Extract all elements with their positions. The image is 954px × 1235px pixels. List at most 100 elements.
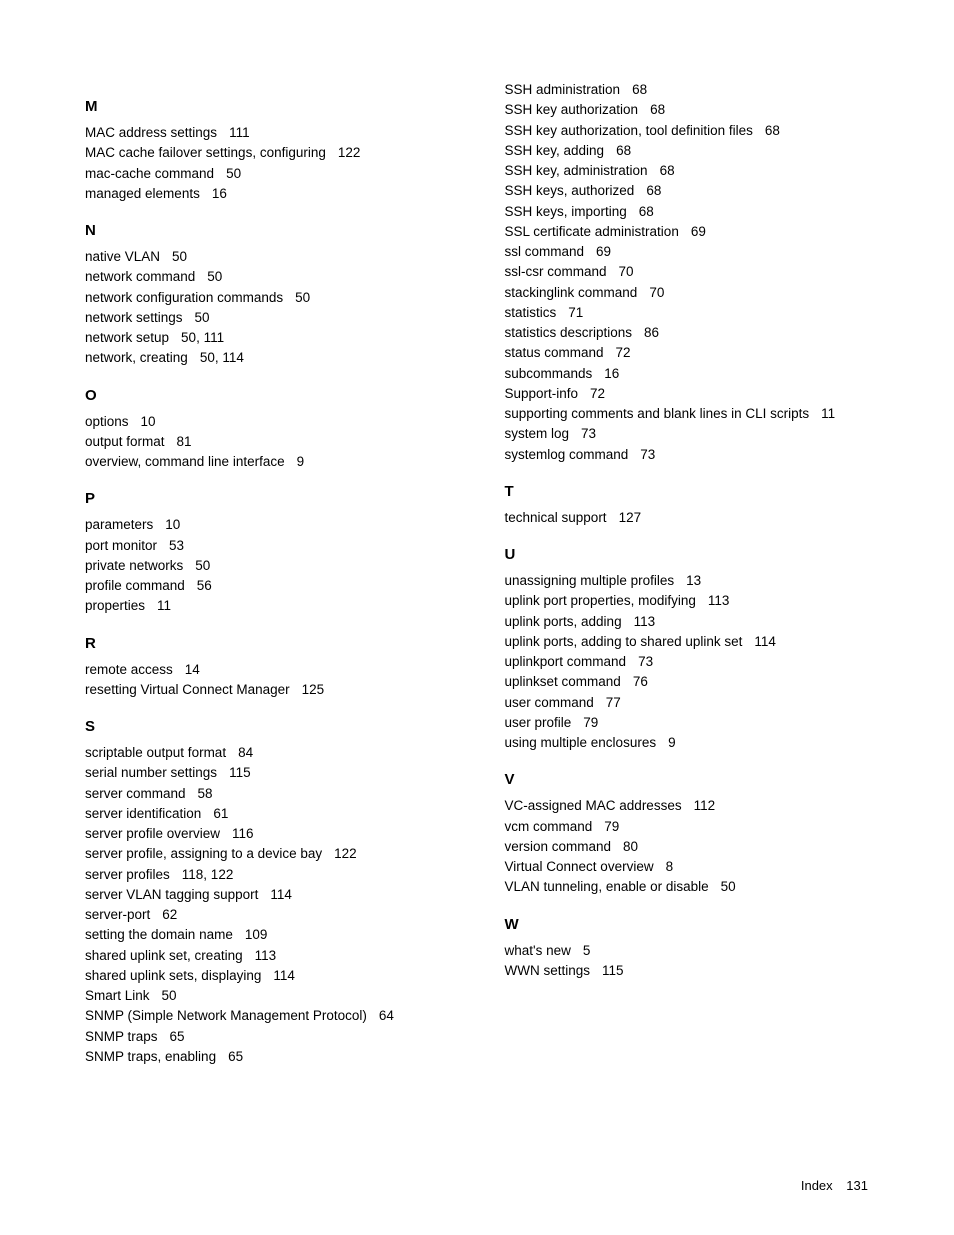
index-entry: version command80 bbox=[505, 837, 875, 857]
index-entry: system log73 bbox=[505, 424, 875, 444]
index-pages[interactable]: 10 bbox=[141, 414, 156, 429]
index-pages[interactable]: 68 bbox=[639, 204, 654, 219]
index-pages[interactable]: 113 bbox=[708, 593, 730, 608]
index-pages[interactable]: 50 bbox=[226, 166, 241, 181]
index-entry: statistics 71 bbox=[505, 303, 875, 323]
index-pages[interactable]: 115 bbox=[602, 963, 624, 978]
index-pages[interactable]: 10 bbox=[165, 517, 180, 532]
index-pages[interactable]: 58 bbox=[198, 786, 213, 801]
index-pages[interactable]: 5 bbox=[583, 943, 591, 958]
index-pages[interactable]: 125 bbox=[302, 682, 325, 697]
index-pages[interactable]: 68 bbox=[650, 102, 665, 117]
index-pages[interactable]: 84 bbox=[238, 745, 253, 760]
index-pages[interactable]: 127 bbox=[619, 510, 642, 525]
index-entry: SSH administration68 bbox=[505, 80, 875, 100]
index-pages[interactable]: 50, 114 bbox=[200, 350, 244, 365]
section-heading: M bbox=[85, 98, 455, 115]
index-pages[interactable]: 16 bbox=[212, 186, 227, 201]
index-pages[interactable]: 73 bbox=[640, 447, 655, 462]
section-heading: W bbox=[505, 916, 875, 933]
index-entry: uplinkset command76 bbox=[505, 672, 875, 692]
index-pages[interactable]: 109 bbox=[245, 927, 268, 942]
index-pages[interactable]: 115 bbox=[229, 765, 251, 780]
index-pages[interactable]: 69 bbox=[596, 244, 611, 259]
index-pages[interactable]: 50 bbox=[721, 879, 736, 894]
index-term: uplinkport command bbox=[505, 654, 627, 669]
index-pages[interactable]: 77 bbox=[606, 695, 621, 710]
index-term: scriptable output format bbox=[85, 745, 226, 760]
index-pages[interactable]: 116 bbox=[232, 826, 254, 841]
index-pages[interactable]: 73 bbox=[638, 654, 653, 669]
section-heading: O bbox=[85, 387, 455, 404]
index-pages[interactable]: 80 bbox=[623, 839, 638, 854]
index-term: server-port bbox=[85, 907, 150, 922]
index-pages[interactable]: 72 bbox=[616, 345, 631, 360]
index-pages[interactable]: 114 bbox=[754, 634, 776, 649]
index-pages[interactable]: 11 bbox=[157, 598, 171, 613]
index-entry: Virtual Connect overview8 bbox=[505, 857, 875, 877]
index-pages[interactable]: 8 bbox=[666, 859, 674, 874]
index-pages[interactable]: 9 bbox=[668, 735, 676, 750]
index-pages[interactable]: 50 bbox=[295, 290, 310, 305]
index-pages[interactable]: 50 bbox=[172, 249, 187, 264]
index-pages[interactable]: 56 bbox=[197, 578, 212, 593]
index-pages[interactable]: 69 bbox=[691, 224, 706, 239]
index-pages[interactable]: 61 bbox=[213, 806, 228, 821]
index-pages[interactable]: 9 bbox=[297, 454, 305, 469]
index-pages[interactable]: 68 bbox=[616, 143, 631, 158]
index-entry: user command 77 bbox=[505, 693, 875, 713]
index-pages[interactable]: 50 bbox=[195, 310, 210, 325]
index-pages[interactable]: 16 bbox=[604, 366, 619, 381]
index-pages[interactable]: 72 bbox=[590, 386, 605, 401]
index-pages[interactable]: 53 bbox=[169, 538, 184, 553]
index-pages[interactable]: 111 bbox=[229, 125, 250, 140]
index-pages[interactable]: 64 bbox=[379, 1008, 394, 1023]
index-term: statistics bbox=[505, 305, 557, 320]
right-column: SSH administration68SSH key authorizatio… bbox=[505, 80, 875, 1067]
index-entry: ssl command69 bbox=[505, 242, 875, 262]
index-entry: ssl-csr command 70 bbox=[505, 262, 875, 282]
index-pages[interactable]: 13 bbox=[686, 573, 701, 588]
index-term: network, creating bbox=[85, 350, 188, 365]
index-pages[interactable]: 118, 122 bbox=[182, 867, 234, 882]
index-pages[interactable]: 122 bbox=[338, 145, 361, 160]
index-pages[interactable]: 86 bbox=[644, 325, 659, 340]
index-pages[interactable]: 113 bbox=[634, 614, 656, 629]
index-pages[interactable]: 65 bbox=[170, 1029, 185, 1044]
index-term: ssl-csr command bbox=[505, 264, 607, 279]
index-entry: status command72 bbox=[505, 343, 875, 363]
index-pages[interactable]: 68 bbox=[646, 183, 661, 198]
index-pages[interactable]: 79 bbox=[604, 819, 619, 834]
index-pages[interactable]: 71 bbox=[568, 305, 583, 320]
index-pages[interactable]: 68 bbox=[632, 82, 647, 97]
index-term: mac-cache command bbox=[85, 166, 214, 181]
index-pages[interactable]: 50 bbox=[162, 988, 177, 1003]
index-pages[interactable]: 70 bbox=[649, 285, 664, 300]
index-entry: network configuration commands50 bbox=[85, 288, 455, 308]
index-pages[interactable]: 81 bbox=[177, 434, 192, 449]
index-pages[interactable]: 70 bbox=[619, 264, 634, 279]
index-pages[interactable]: 114 bbox=[273, 968, 295, 983]
index-pages[interactable]: 50 bbox=[195, 558, 210, 573]
index-pages[interactable]: 68 bbox=[660, 163, 675, 178]
index-pages[interactable]: 50, 111 bbox=[181, 330, 224, 345]
index-pages[interactable]: 112 bbox=[694, 798, 716, 813]
index-pages[interactable]: 113 bbox=[255, 948, 277, 963]
index-term: statistics descriptions bbox=[505, 325, 633, 340]
index-pages[interactable]: 76 bbox=[633, 674, 648, 689]
index-pages[interactable]: 68 bbox=[765, 123, 780, 138]
index-pages[interactable]: 65 bbox=[228, 1049, 243, 1064]
index-term: what's new bbox=[505, 943, 571, 958]
index-pages[interactable]: 14 bbox=[185, 662, 200, 677]
index-term: managed elements bbox=[85, 186, 200, 201]
index-pages[interactable]: 50 bbox=[207, 269, 222, 284]
index-pages[interactable]: 11 bbox=[821, 406, 835, 421]
index-pages[interactable]: 114 bbox=[270, 887, 292, 902]
index-pages[interactable]: 62 bbox=[162, 907, 177, 922]
index-entry: uplinkport command 73 bbox=[505, 652, 875, 672]
index-term: user command bbox=[505, 695, 594, 710]
index-pages[interactable]: 73 bbox=[581, 426, 596, 441]
index-pages[interactable]: 122 bbox=[334, 846, 357, 861]
index-entry: server identification61 bbox=[85, 804, 455, 824]
index-pages[interactable]: 79 bbox=[583, 715, 598, 730]
